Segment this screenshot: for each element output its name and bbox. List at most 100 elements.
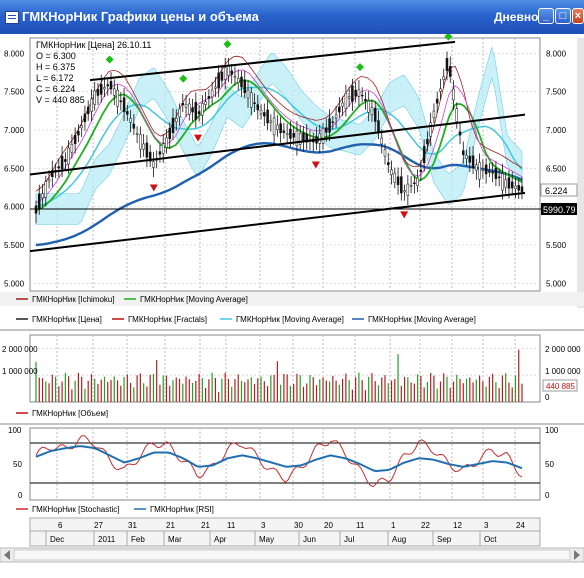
candle-body-89 [325, 127, 328, 133]
candle-body-140 [491, 171, 494, 174]
volume-panel[interactable]: 2 000 000 1 000 000 2 000 000 1 000 000 … [2, 334, 581, 403]
candle-body-41 [168, 128, 171, 140]
price-tick-right-5: 7.500 [546, 88, 567, 97]
time-month-label-5: May [259, 535, 274, 544]
trend-channel [29, 40, 526, 253]
candle-body-50 [197, 111, 201, 115]
legend-ma-blue: ГМКНорНик [Moving Average] [368, 315, 476, 324]
price-legend: ГМКНорНик [Ichimoku] ГМКНорНик [Moving A… [16, 295, 476, 324]
time-month-label-10: Oct [484, 535, 497, 544]
price-panel[interactable]: 5.000 5.500 6.000 6.500 7.000 7.500 8.000 5.00… [4, 32, 578, 292]
candle-body-123 [435, 98, 439, 104]
chart-area[interactable]: 5.000 5.500 6.000 6.500 7.000 7.500 8.000 5.00… [0, 32, 584, 573]
candle-body-82 [302, 132, 305, 142]
candle-body-67 [253, 102, 256, 104]
volume-plot-frame [29, 334, 541, 403]
candle-body-57 [220, 71, 224, 81]
candle-body-93 [338, 106, 341, 113]
maximize-button[interactable]: □ [555, 8, 571, 24]
osc-tick-left-50: 50 [13, 460, 22, 469]
price-tick-left-5: 7.500 [4, 88, 25, 97]
volume-tick-left-1m: 1 000 000 [2, 367, 38, 376]
candle-body-15 [83, 113, 87, 123]
candle-body-17 [90, 98, 93, 112]
scrollbar-thumb[interactable] [13, 549, 571, 561]
candle-body-119 [422, 146, 426, 164]
candle-body-70 [263, 112, 266, 117]
horizontal-scrollbar[interactable] [0, 547, 584, 563]
candle-body-141 [494, 168, 498, 179]
price-candles [34, 51, 524, 224]
legend-ichimoku: ГМКНорНик [Ichimoku] [32, 295, 115, 304]
candle-body-29 [129, 118, 132, 123]
candle-body-48 [191, 107, 194, 113]
candle-body-49 [194, 102, 198, 120]
fractal-up-marker-10 [179, 74, 188, 83]
channel-upper-line [89, 40, 456, 82]
price-legend-strip [0, 292, 584, 306]
legend-ma-green: ГМКНорНик [Moving Average] [140, 295, 248, 304]
candle-body-16 [86, 106, 90, 115]
cursor-price-label: 5990.79 [543, 205, 576, 215]
window-titlebar: ГМКНорНик Графики цены и объема Дневной … [0, 0, 584, 34]
close-button[interactable]: × [572, 8, 584, 24]
osc-tick-right-100: 100 [545, 426, 559, 435]
candle-body-65 [246, 89, 250, 99]
rsi-line [35, 445, 523, 473]
candle-body-114 [406, 183, 410, 197]
candle-body-81 [298, 133, 302, 145]
time-day-label-6: 3 [261, 521, 266, 530]
candle-body-5 [51, 170, 54, 177]
candle-body-90 [328, 118, 331, 133]
price-tick-right-4: 7.000 [546, 126, 567, 135]
last-volume-box [542, 379, 578, 392]
candle-body-131 [462, 150, 465, 155]
candle-body-149 [520, 186, 524, 192]
candle-body-100 [360, 94, 364, 97]
price-tick-left-0: 5.000 [4, 279, 25, 288]
minimize-button[interactable]: _ [538, 8, 554, 24]
chart-canvas[interactable]: 5.000 5.500 6.000 6.500 7.000 7.500 8.000 5.00… [0, 32, 584, 573]
candle-body-59 [227, 65, 230, 76]
ichimoku-line [35, 55, 523, 192]
candle-body-33 [142, 143, 145, 150]
volume-grid [30, 335, 540, 402]
candle-body-76 [282, 130, 286, 133]
candle-body-126 [445, 58, 449, 71]
candle-body-97 [351, 85, 354, 102]
candle-body-56 [217, 72, 220, 89]
candle-body-145 [507, 177, 511, 189]
candle-body-18 [93, 90, 96, 105]
candle-body-42 [171, 117, 175, 134]
timeframe-label[interactable]: Дневной [494, 10, 546, 24]
price-tick-left-4: 7.000 [4, 126, 25, 135]
candle-body-38 [158, 151, 162, 155]
candle-body-58 [223, 67, 227, 80]
price-info-header: ГМКНорНик [Цена] 26.10.11 [36, 40, 151, 50]
candle-body-34 [145, 142, 149, 158]
fractal-up-marker-13 [223, 40, 232, 49]
time-month-label-1: 2011 [98, 535, 116, 544]
candle-body-106 [380, 137, 383, 145]
price-scrollbar[interactable] [577, 38, 584, 308]
time-month-label-3: Mar [168, 535, 182, 544]
scroll-left-arrow-icon[interactable] [4, 550, 10, 560]
time-month-label-2: Feb [131, 535, 145, 544]
candle-body-74 [276, 124, 279, 130]
candle-body-80 [295, 130, 299, 147]
candle-body-51 [201, 103, 204, 116]
scroll-right-arrow-icon[interactable] [574, 550, 580, 560]
candle-body-122 [432, 110, 436, 119]
candle-body-128 [452, 88, 455, 101]
time-day-label-2: 31 [128, 521, 137, 530]
time-month-label-8: Aug [392, 535, 406, 544]
fractal-down-marker-25 [400, 211, 409, 219]
fractal-up-marker-22 [356, 63, 364, 72]
candle-body-62 [236, 78, 240, 83]
candle-body-24 [113, 88, 116, 96]
candle-body-69 [259, 109, 263, 114]
candle-body-83 [305, 133, 308, 143]
oscillator-panel[interactable]: 100 50 0 100 50 0 [8, 426, 559, 501]
price-grid [30, 38, 540, 291]
